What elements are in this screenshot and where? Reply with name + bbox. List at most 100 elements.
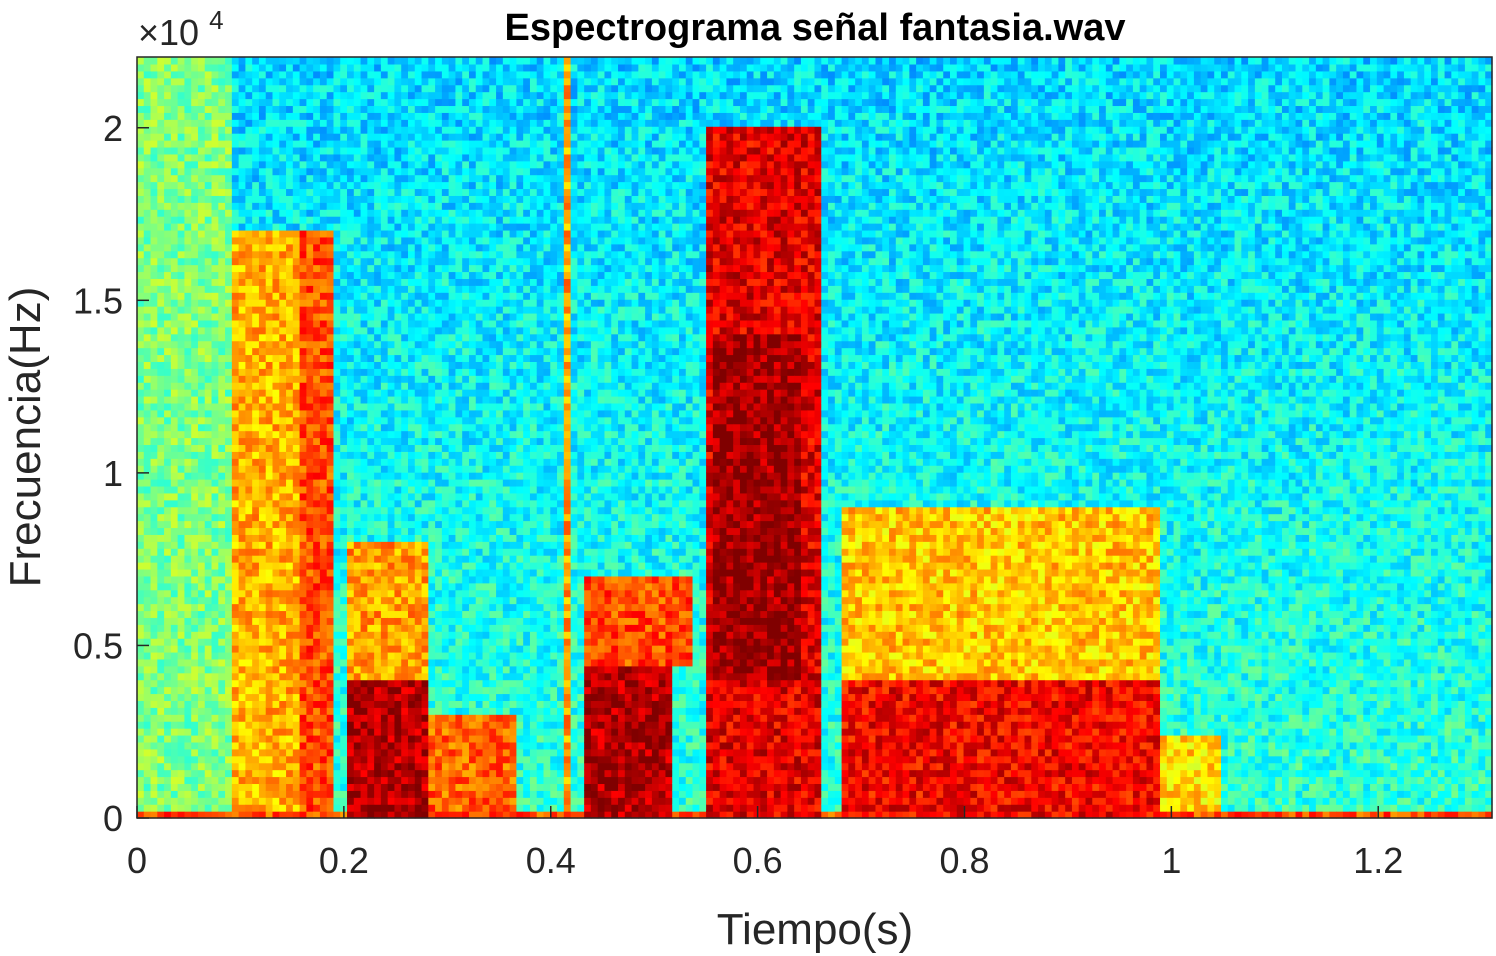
heatmap-cell bbox=[414, 748, 423, 757]
heatmap-cell bbox=[333, 285, 341, 293]
heatmap-cell bbox=[157, 140, 165, 148]
heatmap-cell bbox=[374, 492, 382, 501]
heatmap-cell bbox=[435, 728, 443, 736]
heatmap-cell bbox=[272, 333, 280, 342]
heatmap-cell bbox=[184, 617, 192, 625]
heatmap-cell bbox=[238, 312, 247, 321]
heatmap-cell bbox=[401, 506, 409, 515]
heatmap-cell bbox=[306, 375, 314, 383]
heatmap-cell bbox=[272, 707, 280, 715]
heatmap-cell bbox=[218, 734, 226, 743]
heatmap-cell bbox=[272, 568, 280, 577]
heatmap-cell bbox=[292, 451, 301, 459]
heatmap-cell bbox=[272, 741, 280, 750]
heatmap-cell bbox=[177, 430, 186, 439]
heatmap-cell bbox=[286, 527, 294, 535]
heatmap-cell bbox=[211, 105, 219, 113]
heatmap-cell bbox=[143, 264, 152, 273]
heatmap-cell bbox=[150, 741, 158, 750]
heatmap-cell bbox=[197, 409, 206, 418]
heatmap-cell bbox=[435, 340, 443, 349]
heatmap-cell bbox=[225, 319, 233, 328]
heatmap-cell bbox=[306, 451, 314, 459]
heatmap-cell bbox=[306, 679, 314, 688]
heatmap-cell bbox=[143, 354, 152, 362]
heatmap-cell bbox=[313, 181, 321, 190]
heatmap-cell bbox=[421, 174, 429, 183]
heatmap-cell bbox=[238, 582, 247, 591]
heatmap-cell bbox=[380, 479, 389, 487]
heatmap-cell bbox=[299, 755, 307, 764]
heatmap-cell bbox=[211, 755, 219, 764]
heatmap-cell bbox=[238, 63, 247, 72]
heatmap-cell bbox=[225, 499, 233, 508]
heatmap-cell bbox=[353, 409, 362, 418]
heatmap-cell bbox=[394, 292, 402, 300]
heatmap-cell bbox=[435, 312, 443, 321]
heatmap-cell bbox=[245, 797, 253, 805]
heatmap-cell bbox=[164, 140, 172, 148]
heatmap-cell bbox=[347, 638, 355, 646]
heatmap-cell bbox=[245, 77, 253, 86]
heatmap-cell bbox=[197, 70, 206, 79]
heatmap-cell bbox=[286, 167, 294, 176]
heatmap-cell bbox=[333, 264, 341, 273]
heatmap-cell bbox=[272, 672, 280, 681]
heatmap-cell bbox=[292, 202, 301, 210]
heatmap-cell bbox=[137, 402, 145, 411]
heatmap-cell bbox=[218, 631, 226, 639]
heatmap-cell bbox=[306, 216, 314, 224]
heatmap-cell bbox=[319, 679, 328, 688]
heatmap-cell bbox=[374, 485, 382, 494]
heatmap-cell bbox=[184, 278, 192, 286]
heatmap-cell bbox=[401, 347, 409, 356]
heatmap-cell bbox=[279, 223, 287, 231]
heatmap-cell bbox=[333, 167, 341, 176]
heatmap-cell bbox=[231, 562, 240, 570]
heatmap-cell bbox=[408, 368, 416, 376]
heatmap-cell bbox=[435, 492, 443, 501]
heatmap-cell bbox=[401, 679, 409, 688]
heatmap-cell bbox=[326, 340, 335, 349]
heatmap-cell bbox=[340, 645, 348, 653]
heatmap-cell bbox=[286, 624, 294, 632]
heatmap-cell bbox=[197, 658, 206, 667]
heatmap-cell bbox=[286, 513, 294, 522]
heatmap-cell bbox=[313, 292, 321, 300]
heatmap-cell bbox=[326, 105, 335, 113]
heatmap-cell bbox=[238, 423, 247, 432]
heatmap-cell bbox=[164, 776, 172, 785]
heatmap-cell bbox=[299, 354, 307, 362]
heatmap-cell bbox=[394, 229, 402, 238]
heatmap-cell bbox=[353, 562, 362, 570]
heatmap-cell bbox=[435, 562, 443, 570]
heatmap-cell bbox=[238, 160, 247, 169]
heatmap-cell bbox=[170, 375, 179, 383]
heatmap-cell bbox=[441, 492, 450, 501]
heatmap-cell bbox=[143, 77, 152, 86]
heatmap-cell bbox=[319, 326, 328, 335]
heatmap-cell bbox=[367, 741, 375, 750]
heatmap-cell bbox=[252, 707, 260, 715]
heatmap-cell bbox=[143, 686, 152, 695]
heatmap-cell bbox=[258, 700, 267, 708]
heatmap-cell bbox=[170, 672, 179, 681]
heatmap-cell bbox=[441, 582, 450, 591]
heatmap-cell bbox=[279, 520, 287, 529]
heatmap-cell bbox=[380, 77, 389, 86]
heatmap-cell bbox=[279, 416, 287, 425]
heatmap-cell bbox=[333, 645, 341, 653]
heatmap-cell bbox=[245, 375, 253, 383]
heatmap-cell bbox=[401, 741, 409, 750]
heatmap-cell bbox=[340, 534, 348, 542]
heatmap-cell bbox=[218, 665, 226, 674]
heatmap-cell bbox=[421, 499, 429, 508]
heatmap-cell bbox=[326, 562, 335, 570]
heatmap-cell bbox=[353, 555, 362, 563]
heatmap-cell bbox=[164, 264, 172, 273]
heatmap-cell bbox=[279, 423, 287, 432]
heatmap-cell bbox=[191, 368, 199, 376]
heatmap-cell bbox=[191, 527, 199, 535]
heatmap-cell bbox=[319, 520, 328, 529]
heatmap-cell bbox=[191, 423, 199, 432]
